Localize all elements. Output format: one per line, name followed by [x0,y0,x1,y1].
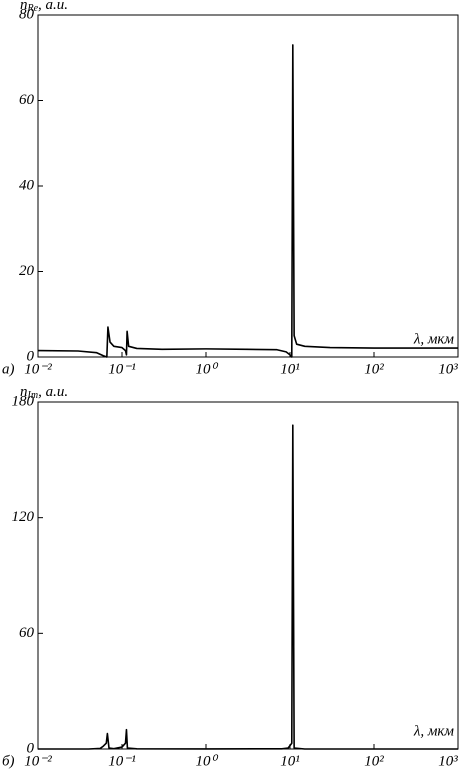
x-tick-label: 10⁻² [24,361,52,377]
data-line [37,44,458,358]
x-tick-label: 10⁻² [24,753,52,769]
plot-frame [37,14,459,358]
y-tick-label: 60 [19,625,35,641]
panel-label: а) [2,361,15,377]
x-tick-label: 10³ [438,753,458,769]
y-tick-label: 120 [12,509,35,525]
x-tick-label: 10⁻¹ [108,361,136,377]
x-tick-label: 10¹ [280,361,300,377]
y-label-main: n [20,0,28,13]
x-tick-label: 10⁻¹ [108,753,136,769]
y-tick-label: 40 [19,177,35,193]
x-tick-label: 10² [364,753,384,769]
y-tick-label: 20 [19,263,35,279]
data-line [38,424,458,750]
y-tick-label: 180 [12,393,35,409]
x-tick-label: 10² [364,361,384,377]
y-axis-label: nIm, а.и. [20,384,68,401]
y-label-sub: Im [27,390,39,401]
y-tick-label: 0 [27,348,35,364]
x-tick-label: 10³ [438,361,458,377]
y-label-sub: Re [27,3,39,14]
y-tick-label: 0 [27,740,35,756]
y-tick-label: 60 [19,92,35,108]
x-tick-label: 10⁰ [195,361,218,377]
panel-label: б) [2,753,15,769]
x-tick-label: 10¹ [280,753,300,769]
y-label-main: n [20,384,28,400]
y-tick-label: 80 [19,6,35,22]
y-label-rest: , а.и. [38,0,68,13]
x-axis-label: λ, мкм [413,723,455,739]
x-axis-label: λ, мкм [413,331,455,347]
y-label-rest: , а.и. [38,384,68,400]
plot-frame [37,401,459,750]
y-axis-label: nRe, а.и. [20,0,68,14]
x-tick-label: 10⁰ [195,753,218,769]
